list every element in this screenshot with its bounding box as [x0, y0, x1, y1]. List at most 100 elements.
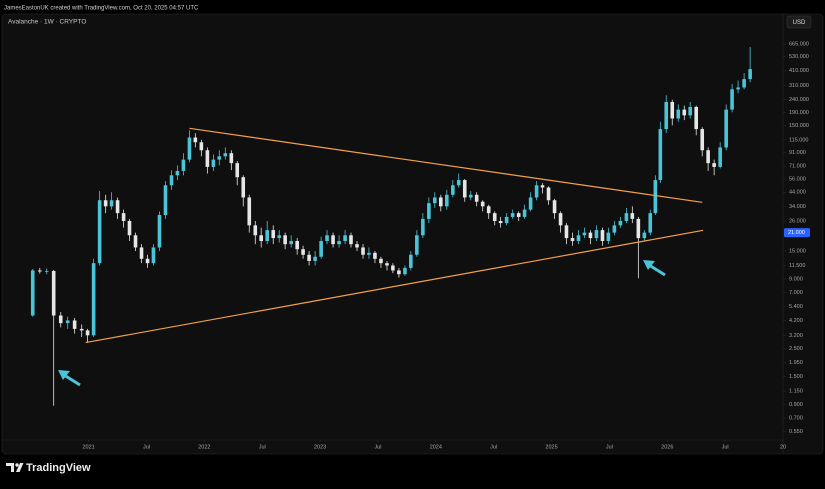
y-tick-label: 2.500 [789, 346, 803, 352]
x-tick-label: 2024 [430, 444, 442, 450]
arrows [58, 260, 666, 387]
candle-body [109, 200, 114, 207]
candle-body [331, 235, 335, 245]
candle-body [480, 201, 485, 207]
candle-body [373, 252, 377, 259]
trendline [85, 229, 704, 344]
candle-body [588, 232, 593, 239]
candle-body [337, 241, 341, 245]
y-tick-label: 115.000 [789, 137, 808, 143]
y-tick-label: 56.000 [789, 177, 806, 183]
candle-body [349, 235, 353, 245]
x-tick-label: Jul [722, 444, 729, 450]
candle-body [247, 197, 252, 226]
candle-body [355, 244, 359, 248]
candle-body [397, 270, 401, 275]
candle-body [325, 235, 329, 242]
candle-body [385, 263, 389, 266]
candle-body [133, 235, 138, 248]
candle-body [438, 197, 443, 207]
y-tick-label: 11.500 [789, 263, 805, 269]
y-tick-label: 665.000 [789, 41, 809, 47]
chart-title: Avalanche · 1W · CRYPTO [8, 19, 86, 26]
candle-body [600, 230, 605, 242]
candle-body [492, 213, 497, 221]
candle-body [271, 230, 276, 239]
y-tick-label: 0.900 [789, 402, 803, 408]
y-tick-label: 9.000 [789, 276, 803, 282]
y-tick-label: 1.500 [789, 374, 803, 380]
candle-body [427, 203, 431, 219]
candle-body [516, 213, 521, 217]
candle-body [319, 241, 323, 257]
candle-body [38, 270, 42, 272]
y-tick-label: 240.000 [789, 97, 809, 103]
candle-body [169, 175, 174, 186]
candle-body [670, 101, 675, 119]
candle-body [235, 163, 240, 178]
candle-body [664, 101, 669, 130]
candle-body [676, 109, 681, 119]
candle-body [504, 216, 509, 224]
candle-body [540, 185, 545, 188]
candle-body [451, 185, 455, 195]
brand: TradingView [26, 462, 91, 474]
logo [6, 463, 24, 472]
candle-body [582, 232, 587, 236]
candle-body [528, 197, 533, 210]
candle-body [409, 254, 413, 268]
candle-body [367, 252, 371, 255]
candle-body [193, 137, 198, 143]
candle-body [295, 241, 299, 250]
candle-body [51, 270, 56, 316]
candle-body [474, 194, 479, 202]
y-tick-label: 7.000 [789, 290, 803, 296]
candle-body [653, 180, 658, 214]
last-price-box [784, 228, 810, 238]
candle-body [694, 106, 699, 130]
logo-v [16, 463, 24, 472]
trendline [189, 127, 703, 203]
candle-body [724, 109, 728, 148]
logo-dot [15, 463, 19, 467]
y-tick-label: 71.000 [789, 164, 806, 170]
candle-body [712, 163, 716, 167]
y-tick-label: 1.150 [789, 389, 803, 395]
candle-body [79, 328, 84, 331]
y-tick-label: 91.000 [789, 150, 806, 156]
candle-body [361, 247, 365, 255]
y-tick-label: 310.000 [789, 83, 809, 89]
y-tick-label: 3.200 [789, 333, 803, 339]
candle-body [58, 315, 63, 324]
logo-t [6, 463, 14, 472]
candle-body [552, 200, 557, 214]
candle-body [97, 200, 102, 264]
candle-body [211, 159, 216, 167]
candle-body [730, 89, 734, 110]
candle-body [91, 263, 96, 336]
y-tick-label: 15.000 [789, 248, 806, 254]
x-tick-label: Jul [143, 444, 150, 450]
y-tick-label: 530.000 [789, 54, 809, 60]
arrow-right [648, 263, 666, 277]
candle-body [145, 258, 150, 264]
candle-body [307, 254, 311, 261]
x-tick-label: Jul [259, 444, 266, 450]
candle-body [748, 69, 752, 80]
candle-body [65, 320, 70, 324]
credit: JamesEastonUK created with TradingView.c… [4, 6, 199, 12]
candle-body [546, 187, 551, 201]
candle-body [30, 270, 35, 316]
candle-body [139, 247, 144, 259]
y-tick-label: 44.000 [789, 190, 806, 196]
y-tick-label: 1.950 [789, 360, 803, 366]
chart-panel [1, 13, 824, 455]
candle-body [432, 197, 437, 204]
currency: USD [793, 20, 806, 26]
candle-body [205, 150, 210, 167]
candle-body [187, 137, 192, 160]
candle-body [115, 200, 120, 214]
candle-body [445, 194, 449, 207]
candle-body [391, 265, 395, 271]
